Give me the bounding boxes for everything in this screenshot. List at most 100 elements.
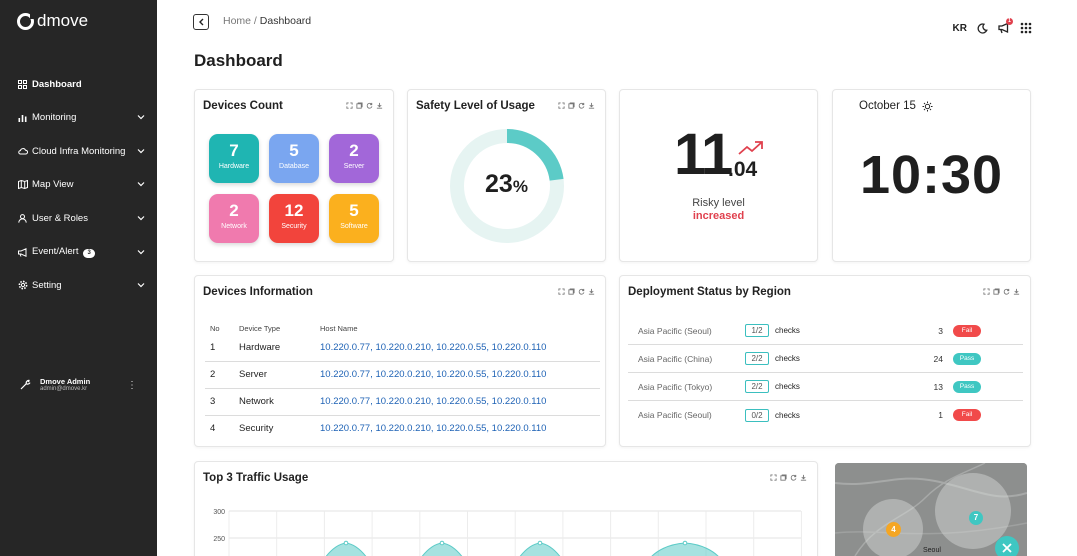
- checks-label: checks: [775, 354, 800, 363]
- refresh-icon[interactable]: [366, 102, 373, 109]
- row-hosts[interactable]: 10.220.0.77, 10.220.0.210, 10.220.0.55, …: [320, 423, 547, 435]
- sidebar-item-dashboard[interactable]: Dashboard: [17, 75, 145, 93]
- sidebar-item-monitoring[interactable]: Monitoring: [17, 108, 145, 126]
- user-profile[interactable]: Dmove Admin admin@dmove.kr ⋮: [20, 377, 140, 392]
- row-hosts[interactable]: 10.220.0.77, 10.220.0.210, 10.220.0.55, …: [320, 388, 600, 416]
- card-title: Devices Information: [203, 286, 313, 298]
- sidebar-item-setting[interactable]: Setting: [17, 276, 145, 294]
- card-tools: [558, 288, 595, 295]
- megaphone-icon: [17, 247, 28, 258]
- download-icon[interactable]: [588, 288, 595, 295]
- sidebar-item-cloud-infra-monitoring[interactable]: Cloud Infra Monitoring: [17, 142, 145, 160]
- notification-button[interactable]: 1: [998, 18, 1013, 34]
- traffic-chart: 300 250: [213, 509, 802, 556]
- more-vertical-icon[interactable]: ⋮: [127, 380, 137, 391]
- chevron-left-icon: [198, 18, 203, 26]
- data-point[interactable]: [537, 540, 543, 546]
- expand-icon[interactable]: [346, 102, 353, 109]
- tile-hardware[interactable]: 7 Hardware: [209, 134, 259, 183]
- map-widget[interactable]: 4 7 Seoul: [835, 463, 1027, 556]
- safety-percent-sign: %: [512, 177, 528, 196]
- sidebar-item-event-alert[interactable]: Event/Alert 3: [17, 243, 145, 261]
- list-item[interactable]: Asia Pacific (China) 2/2 checks 24 Pass: [628, 345, 1023, 373]
- collapse-icon[interactable]: [993, 288, 1000, 295]
- devices-table: No Device Type Host Name 1 Hardware 10.220…: [205, 322, 600, 442]
- tile-count: 2: [229, 201, 239, 220]
- collapse-icon[interactable]: [780, 474, 787, 481]
- sidebar-item-user-roles[interactable]: User & Roles: [17, 209, 145, 227]
- table-row[interactable]: 1 Hardware 10.220.0.77, 10.220.0.210, 10.2…: [205, 334, 600, 362]
- data-point[interactable]: [343, 540, 349, 546]
- moon-icon[interactable]: [977, 22, 988, 34]
- row-no: 1: [205, 334, 239, 362]
- map-tiles: [835, 463, 1027, 556]
- status-badge: Fail: [953, 409, 981, 421]
- row-hosts[interactable]: 10.220.0.77, 10.220.0.210, 10.220.0.55, …: [320, 361, 600, 389]
- map-marker[interactable]: 4: [886, 522, 901, 537]
- deployment-status-card: Deployment Status by Region Asia Pacific…: [619, 275, 1031, 447]
- list-item[interactable]: Asia Pacific (Seoul) 1/2 checks 3 Fail: [628, 317, 1023, 345]
- tile-count: 7: [229, 141, 239, 160]
- collapse-icon[interactable]: [356, 102, 363, 109]
- region-count: 3: [938, 325, 943, 336]
- row-no: 3: [205, 388, 239, 416]
- refresh-icon[interactable]: [790, 474, 797, 481]
- tile-server[interactable]: 2 Server: [329, 134, 379, 183]
- collapse-icon[interactable]: [568, 288, 575, 295]
- apps-grid-icon[interactable]: [1020, 22, 1032, 34]
- region-count: 13: [933, 381, 943, 392]
- tile-database[interactable]: 5 Database: [269, 134, 319, 183]
- row-hosts[interactable]: 10.220.0.77, 10.220.0.210, 10.220.0.55, …: [320, 334, 600, 362]
- page-title: Dashboard: [194, 51, 283, 70]
- sidebar-item-map-view[interactable]: Map View: [17, 175, 145, 193]
- back-button[interactable]: [193, 14, 209, 30]
- chevron-down-icon: [137, 182, 145, 187]
- data-point[interactable]: [439, 540, 445, 546]
- language-toggle[interactable]: KR: [952, 22, 967, 34]
- collapse-icon[interactable]: [568, 102, 575, 109]
- sidebar-item-label: Setting: [32, 279, 62, 291]
- date-text: October 15: [859, 100, 916, 112]
- tile-security[interactable]: 12 Security: [269, 194, 319, 243]
- download-icon[interactable]: [800, 474, 807, 481]
- download-icon[interactable]: [376, 102, 383, 109]
- risk-level-card: 11 .04 Risky level increased: [619, 89, 818, 262]
- download-icon[interactable]: [588, 102, 595, 109]
- safety-percent-value: 23: [485, 170, 513, 198]
- table-row[interactable]: 3 Network 10.220.0.77, 10.220.0.210, 10.22…: [205, 388, 600, 416]
- map-marker[interactable]: 7: [969, 511, 983, 525]
- expand-icon[interactable]: [770, 474, 777, 481]
- tile-software[interactable]: 5 Software: [329, 194, 379, 243]
- table-row[interactable]: 4 Security 10.220.0.77, 10.220.0.210, 10.2…: [205, 415, 600, 442]
- refresh-icon[interactable]: [1003, 288, 1010, 295]
- expand-icon[interactable]: [558, 102, 565, 109]
- brand-logo[interactable]: dmove: [17, 11, 88, 31]
- status-badge: Pass: [953, 380, 981, 393]
- column-header: Device Type: [239, 323, 281, 333]
- alert-count-badge: 3: [83, 249, 95, 258]
- dashboard-icon: [17, 79, 28, 90]
- devices-info-card: Devices Information No Device Type Host …: [194, 275, 606, 447]
- vertical-gridlines: [228, 511, 802, 556]
- table-row[interactable]: 2 Server 10.220.0.77, 10.220.0.210, 10.220…: [205, 361, 600, 389]
- wrench-icon: [20, 379, 31, 390]
- map-city-label: Seoul: [923, 547, 941, 554]
- sidebar-item-label: Event/Alert 3: [32, 246, 137, 258]
- check-ratio: 2/2: [745, 380, 769, 393]
- refresh-icon[interactable]: [578, 288, 585, 295]
- tile-count: 2: [349, 141, 359, 160]
- refresh-icon[interactable]: [578, 102, 585, 109]
- sidebar-item-label: User & Roles: [32, 212, 88, 224]
- map-close-button[interactable]: [995, 536, 1019, 556]
- sidebar-item-label: Cloud Infra Monitoring: [32, 145, 126, 157]
- row-no: 2: [205, 361, 239, 389]
- expand-icon[interactable]: [983, 288, 990, 295]
- list-item[interactable]: Asia Pacific (Tokyo) 2/2 checks 13 Pass: [628, 373, 1023, 401]
- expand-icon[interactable]: [558, 288, 565, 295]
- tile-network[interactable]: 2 Network: [209, 194, 259, 243]
- breadcrumb-home[interactable]: Home: [223, 15, 252, 27]
- risk-value-integer: 11: [674, 122, 733, 187]
- download-icon[interactable]: [1013, 288, 1020, 295]
- list-item[interactable]: Asia Pacific (Seoul) 0/2 checks 1 Fail: [628, 401, 1023, 429]
- data-point[interactable]: [682, 540, 688, 546]
